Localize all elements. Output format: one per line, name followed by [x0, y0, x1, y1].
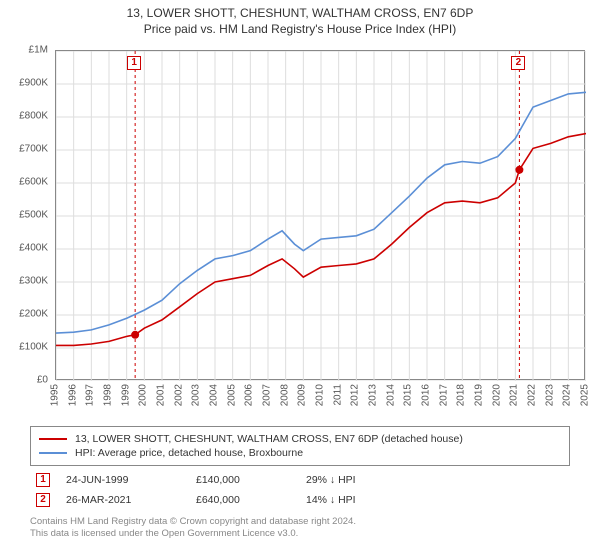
legend-item: HPI: Average price, detached house, Brox…: [39, 447, 561, 459]
footer-line-2: This data is licensed under the Open Gov…: [30, 528, 570, 540]
y-tick-label: £600K: [19, 177, 48, 188]
x-tick-label: 2020: [491, 384, 502, 406]
x-tick-label: 1999: [120, 384, 131, 406]
x-tick-label: 2008: [279, 384, 290, 406]
x-tick-label: 2012: [350, 384, 361, 406]
event-date: 24-JUN-1999: [60, 470, 190, 490]
x-tick-label: 2015: [403, 384, 414, 406]
x-tick-label: 2014: [385, 384, 396, 406]
x-tick-label: 2019: [474, 384, 485, 406]
legend-swatch: [39, 438, 67, 440]
x-tick-label: 2003: [191, 384, 202, 406]
y-tick-label: £800K: [19, 111, 48, 122]
y-tick-label: £1M: [29, 45, 48, 56]
y-tick-label: £400K: [19, 243, 48, 254]
x-tick-label: 2000: [138, 384, 149, 406]
legend-label: 13, LOWER SHOTT, CHESHUNT, WALTHAM CROSS…: [75, 433, 463, 445]
event-badge: 1: [36, 473, 50, 487]
x-tick-label: 2007: [262, 384, 273, 406]
legend-item: 13, LOWER SHOTT, CHESHUNT, WALTHAM CROSS…: [39, 433, 561, 445]
x-tick-label: 2004: [209, 384, 220, 406]
plot-area: [55, 50, 585, 380]
legend-swatch: [39, 452, 67, 454]
event-row: 2 26-MAR-2021£640,00014% ↓ HPI: [30, 490, 570, 510]
x-tick-label: 1995: [50, 384, 61, 406]
x-tick-label: 2022: [527, 384, 538, 406]
x-tick-label: 2021: [509, 384, 520, 406]
chart-area: £0 £100K £200K £300K £400K £500K £600K £700K £80…: [0, 40, 600, 420]
x-tick-label: 2005: [226, 384, 237, 406]
chart-subtitle: Price paid vs. HM Land Registry's House …: [0, 20, 600, 40]
x-tick-label: 2010: [315, 384, 326, 406]
y-tick-label: £700K: [19, 144, 48, 155]
x-tick-label: 2013: [368, 384, 379, 406]
x-tick-label: 2006: [244, 384, 255, 406]
event-badge: 2: [36, 493, 50, 507]
event-delta: 14% ↓ HPI: [300, 490, 570, 510]
events-table: 1 24-JUN-1999£140,00029% ↓ HPI 2 26-MAR-202…: [30, 470, 570, 510]
y-tick-label: £500K: [19, 210, 48, 221]
event-delta: 29% ↓ HPI: [300, 470, 570, 490]
x-tick-label: 2001: [156, 384, 167, 406]
event-marker-badge: 1: [127, 56, 141, 70]
plot-svg: [56, 51, 586, 381]
chart-title: 13, LOWER SHOTT, CHESHUNT, WALTHAM CROSS…: [0, 0, 600, 20]
legend-label: HPI: Average price, detached house, Brox…: [75, 447, 303, 459]
x-tick-label: 2018: [456, 384, 467, 406]
event-price: £640,000: [190, 490, 300, 510]
x-tick-label: 2017: [438, 384, 449, 406]
x-tick-label: 1997: [85, 384, 96, 406]
x-tick-label: 1996: [67, 384, 78, 406]
y-tick-label: £300K: [19, 276, 48, 287]
event-marker-badge: 2: [511, 56, 525, 70]
x-tick-label: 2002: [173, 384, 184, 406]
footer-attribution: Contains HM Land Registry data © Crown c…: [30, 516, 570, 541]
x-tick-label: 2011: [332, 384, 343, 406]
footer-line-1: Contains HM Land Registry data © Crown c…: [30, 516, 570, 528]
y-tick-label: £100K: [19, 342, 48, 353]
event-price: £140,000: [190, 470, 300, 490]
x-axis-labels: 1995199619971998199920002001200220032004…: [55, 382, 585, 422]
data-point: [131, 331, 139, 339]
y-tick-label: £200K: [19, 309, 48, 320]
x-tick-label: 2009: [297, 384, 308, 406]
x-tick-label: 2025: [580, 384, 591, 406]
x-tick-label: 2024: [562, 384, 573, 406]
y-tick-label: £900K: [19, 78, 48, 89]
y-axis-labels: £0£100K£200K£300K£400K£500K£600K£700K£80…: [0, 50, 52, 380]
event-row: 1 24-JUN-1999£140,00029% ↓ HPI: [30, 470, 570, 490]
x-tick-label: 2016: [421, 384, 432, 406]
data-point: [515, 166, 523, 174]
y-tick-label: £0: [37, 375, 48, 386]
x-tick-label: 1998: [103, 384, 114, 406]
x-tick-label: 2023: [544, 384, 555, 406]
event-date: 26-MAR-2021: [60, 490, 190, 510]
legend: 13, LOWER SHOTT, CHESHUNT, WALTHAM CROSS…: [30, 426, 570, 466]
